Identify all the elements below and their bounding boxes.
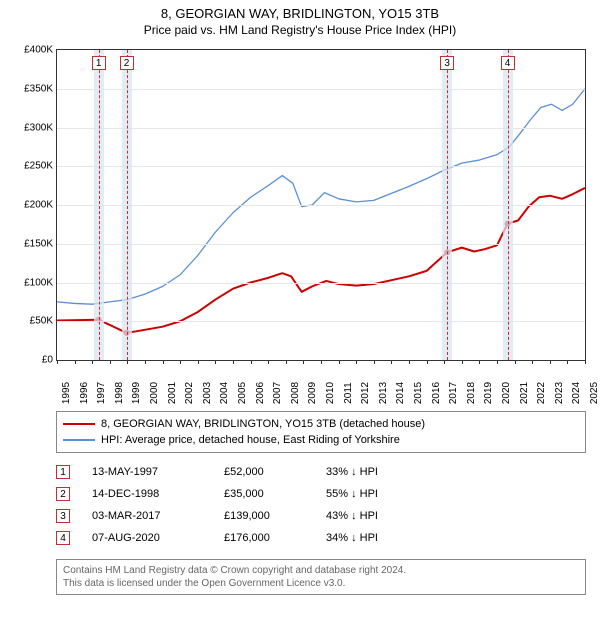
x-tick-label: 2017 (448, 382, 459, 404)
x-tick-label: 2016 (431, 382, 442, 404)
y-tick-label: £350K (11, 83, 53, 94)
attribution-line2: This data is licensed under the Open Gov… (63, 577, 579, 590)
y-tick-label: £50K (11, 316, 53, 327)
y-tick-label: £150K (11, 238, 53, 249)
x-tick-label: 2004 (219, 382, 230, 404)
sale-dashed-line (447, 50, 448, 360)
sales-row-2: 2 14-DEC-1998 £35,000 55% ↓ HPI (56, 483, 586, 505)
legend-swatch-hpi (63, 439, 95, 440)
legend-item-price-paid: 8, GEORGIAN WAY, BRIDLINGTON, YO15 3TB (… (63, 416, 579, 432)
sale-marker-box: 4 (501, 56, 515, 70)
x-tick-label: 2005 (237, 382, 248, 404)
sale-delta-2: 55% ↓ HPI (326, 488, 426, 500)
x-tick-label: 2010 (325, 382, 336, 404)
sales-table: 1 13-MAY-1997 £52,000 33% ↓ HPI 2 14-DEC… (56, 461, 586, 549)
x-tick-label: 2002 (184, 382, 195, 404)
sale-dashed-line (99, 50, 100, 360)
y-tick-label: £200K (11, 200, 53, 211)
x-tick-label: 2015 (413, 382, 424, 404)
sale-price-3: £139,000 (224, 510, 304, 522)
sale-price-1: £52,000 (224, 466, 304, 478)
attribution-line1: Contains HM Land Registry data © Crown c… (63, 564, 579, 577)
chart-title-address: 8, GEORGIAN WAY, BRIDLINGTON, YO15 3TB (10, 6, 590, 21)
chart-page: 8, GEORGIAN WAY, BRIDLINGTON, YO15 3TB P… (0, 0, 600, 620)
sale-marker-3: 3 (56, 509, 70, 523)
x-tick-label: 2025 (589, 382, 600, 404)
x-tick-label: 1997 (96, 382, 107, 404)
legend-label-hpi: HPI: Average price, detached house, East… (101, 434, 400, 446)
x-tick-label: 2000 (149, 382, 160, 404)
attribution-box: Contains HM Land Registry data © Crown c… (56, 559, 586, 595)
sale-date-4: 07-AUG-2020 (92, 532, 202, 544)
x-tick-label: 2011 (343, 382, 354, 404)
legend-label-price-paid: 8, GEORGIAN WAY, BRIDLINGTON, YO15 3TB (… (101, 418, 425, 430)
sales-row-1: 1 13-MAY-1997 £52,000 33% ↓ HPI (56, 461, 586, 483)
x-tick-label: 2006 (255, 382, 266, 404)
x-tick-label: 2024 (571, 382, 582, 404)
plot-rect: £0£50K£100K£150K£200K£250K£300K£350K£400… (56, 49, 586, 361)
x-tick-label: 2021 (519, 382, 530, 404)
y-tick-label: £400K (11, 45, 53, 56)
x-tick-label: 2023 (554, 382, 565, 404)
chart-area: £0 £50K £100K £150K £200K £250K £300K £350K £400… (10, 43, 590, 383)
x-tick-label: 2020 (501, 382, 512, 404)
chart-title-sub: Price paid vs. HM Land Registry's House … (10, 23, 590, 37)
x-tick-label: 1998 (114, 382, 125, 404)
chart-titles: 8, GEORGIAN WAY, BRIDLINGTON, YO15 3TB P… (10, 6, 590, 37)
x-tick-label: 2001 (167, 382, 178, 404)
sale-marker-box: 3 (440, 56, 454, 70)
y-tick-label: £0 (11, 355, 53, 366)
sale-delta-1: 33% ↓ HPI (326, 466, 426, 478)
sale-dashed-line (508, 50, 509, 360)
sale-price-2: £35,000 (224, 488, 304, 500)
sale-delta-3: 43% ↓ HPI (326, 510, 426, 522)
y-tick-label: £250K (11, 161, 53, 172)
sales-row-3: 3 03-MAR-2017 £139,000 43% ↓ HPI (56, 505, 586, 527)
sale-marker-box: 1 (92, 56, 106, 70)
legend-box: 8, GEORGIAN WAY, BRIDLINGTON, YO15 3TB (… (56, 411, 586, 453)
sale-marker-2: 2 (56, 487, 70, 501)
x-tick-label: 2018 (466, 382, 477, 404)
x-tick-label: 2008 (290, 382, 301, 404)
sale-date-3: 03-MAR-2017 (92, 510, 202, 522)
sale-marker-4: 4 (56, 531, 70, 545)
x-tick-label: 2012 (360, 382, 371, 404)
sales-row-4: 4 07-AUG-2020 £176,000 34% ↓ HPI (56, 527, 586, 549)
y-tick-label: £300K (11, 122, 53, 133)
x-tick-label: 2014 (395, 382, 406, 404)
y-tick-label: £100K (11, 277, 53, 288)
sale-dashed-line (127, 50, 128, 360)
x-tick-label: 2003 (202, 382, 213, 404)
sale-delta-4: 34% ↓ HPI (326, 532, 426, 544)
legend-item-hpi: HPI: Average price, detached house, East… (63, 432, 579, 448)
x-tick-region (56, 339, 586, 383)
sale-date-2: 14-DEC-1998 (92, 488, 202, 500)
x-tick-label: 1996 (79, 382, 90, 404)
sale-price-4: £176,000 (224, 532, 304, 544)
x-tick-label: 1999 (131, 382, 142, 404)
sale-date-1: 13-MAY-1997 (92, 466, 202, 478)
x-tick-label: 2013 (378, 382, 389, 404)
sale-marker-1: 1 (56, 465, 70, 479)
x-tick-label: 2007 (272, 382, 283, 404)
x-tick-label: 2022 (536, 382, 547, 404)
x-tick-label: 2009 (307, 382, 318, 404)
sale-marker-box: 2 (120, 56, 134, 70)
x-tick-label: 1995 (61, 382, 72, 404)
x-tick-label: 2019 (483, 382, 494, 404)
legend-swatch-price-paid (63, 423, 95, 425)
